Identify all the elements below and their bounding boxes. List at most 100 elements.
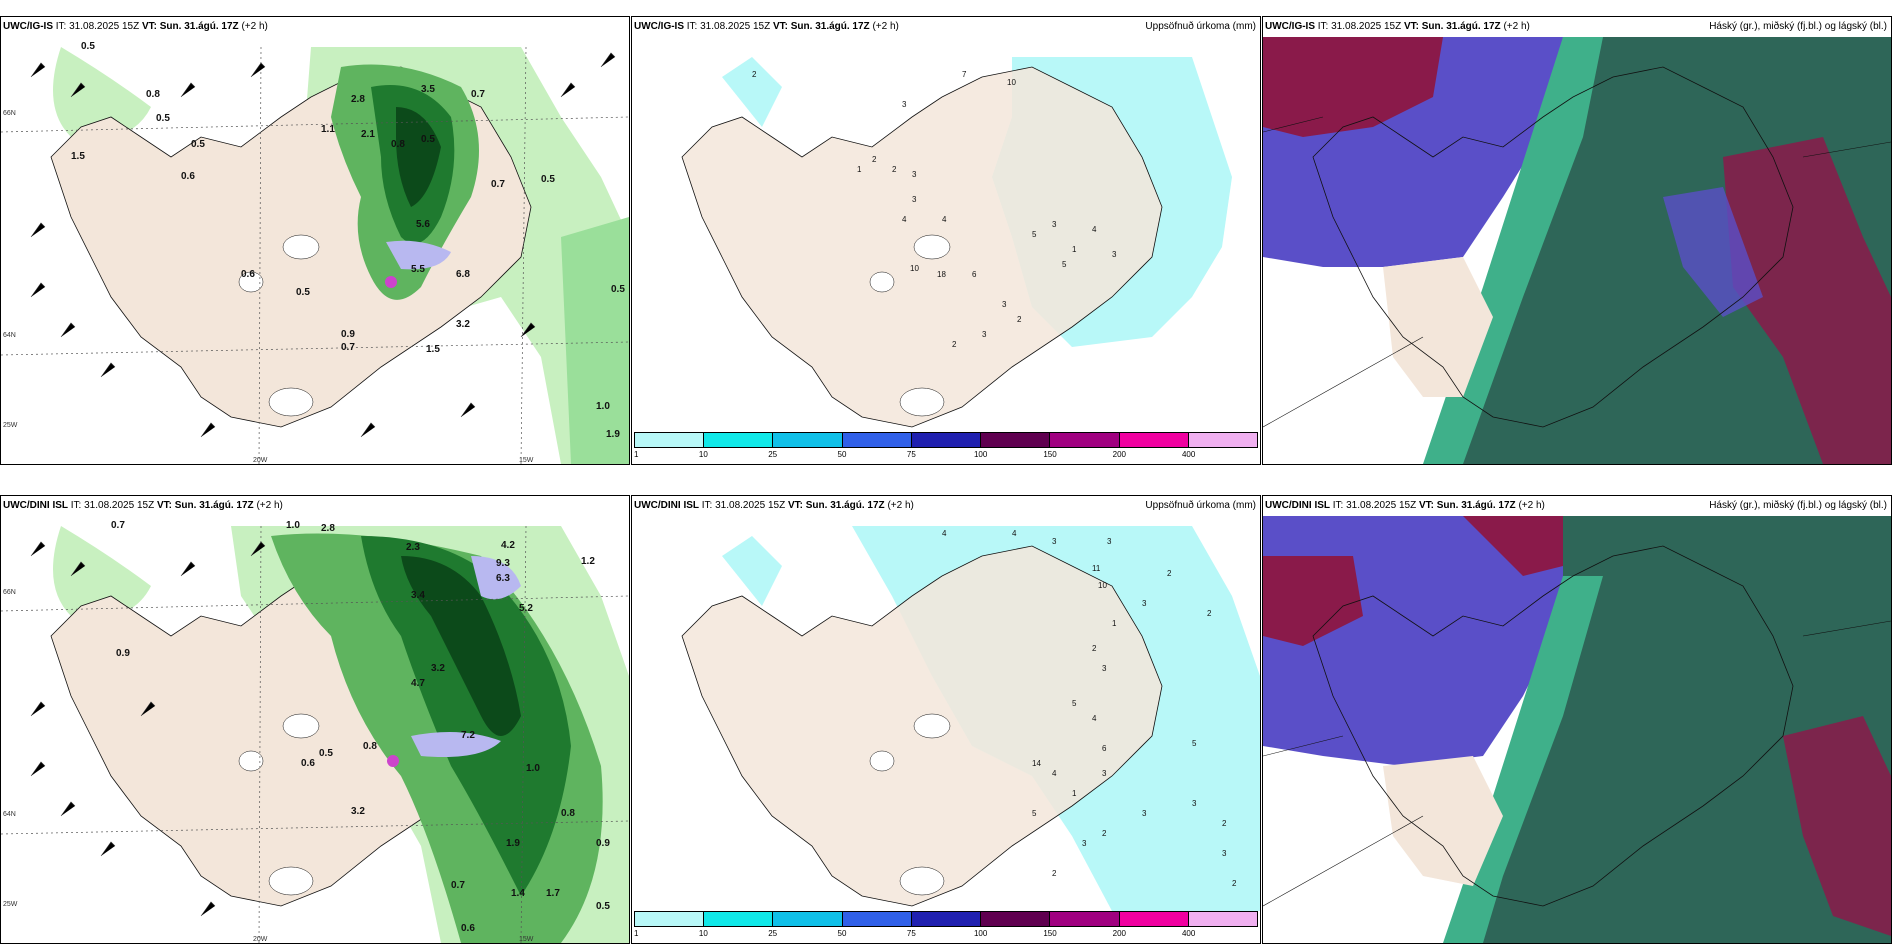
precip-area — [722, 57, 782, 127]
panel-title: UWC/DINI ISL IT: 31.08.2025 15Z VT: Sun.… — [1, 496, 629, 516]
map-value-label: 4 — [902, 215, 907, 224]
map-value-label: 3 — [1112, 250, 1117, 259]
wind-barbs — [30, 52, 616, 438]
map-value-label: 7.2 — [461, 730, 475, 741]
map-value-label: 1 — [857, 165, 862, 174]
boundary-line — [1263, 815, 1424, 907]
lat-label: 64N — [3, 811, 16, 818]
colorbar-tick-label: 400 — [1181, 929, 1196, 938]
accum-precip-map[interactable]: 4 4 3 3 11 10 3 2 2 1 2 3 5 4 6 3 1 4 5 2 3 3 2 3 2 5 14 3 2 — [632, 516, 1260, 911]
init-time: IT: 31.08.2025 15Z — [55, 21, 140, 32]
map-value-label: 3 — [1052, 537, 1057, 546]
map-value-label: 4 — [942, 215, 947, 224]
cloud-map[interactable] — [1263, 516, 1891, 943]
cloud-map[interactable] — [1263, 37, 1891, 464]
lon-label: 15W — [519, 457, 534, 464]
valid-time: Sun. 31.ágú. 17Z — [1421, 21, 1501, 32]
map-value-label: 6.8 — [456, 269, 470, 280]
panel-bottom-right: UWC/DINI ISL IT: 31.08.2025 15Z VT: Sun.… — [1262, 495, 1892, 944]
wind-barbs — [30, 541, 266, 917]
colorbar-tick-label: 150 — [1043, 929, 1057, 938]
panel-title: UWC/IG-IS IT: 31.08.2025 15Z VT: Sun. 31… — [1263, 17, 1891, 37]
lat-label: 66N — [3, 589, 16, 596]
map-value-label: 4.2 — [501, 540, 515, 551]
map-value-label: 1.9 — [506, 838, 520, 849]
colorbar-tick-label: 25 — [768, 450, 778, 459]
map-value-label: 3.2 — [351, 806, 365, 817]
colorbar-segment — [1050, 433, 1120, 447]
iceland-outline — [1312, 545, 1794, 907]
map-canvas — [1263, 516, 1891, 943]
panel-top-left: UWC/IG-IS IT: 31.08.2025 15Z VT: Sun. 31… — [0, 16, 630, 465]
map-value-label: 1.5 — [71, 151, 85, 162]
map-value-label: 2 — [1052, 869, 1057, 878]
map-value-label: 3.4 — [411, 590, 425, 601]
mid-cloud-area — [1663, 187, 1763, 317]
map-subtitle: Háský (gr.), miðský (fj.bl.) og lágský (… — [1709, 500, 1887, 511]
map-value-label: 0.6 — [181, 171, 195, 182]
valid-label: VT: — [141, 21, 157, 32]
map-value-label: 3 — [1107, 537, 1112, 546]
colorbar-segment — [1050, 912, 1120, 926]
map-value-label: 1.7 — [546, 888, 560, 899]
map-value-label: 1.1 — [321, 124, 335, 135]
init-time: IT: 31.08.2025 15Z — [70, 500, 155, 511]
panel-bottom-middle: UWC/DINI ISL IT: 31.08.2025 15Z VT: Sun.… — [631, 495, 1261, 944]
high-cloud-area — [1263, 37, 1443, 137]
colorbar-tick-label: 50 — [837, 450, 847, 459]
colorbar-segment — [1188, 912, 1257, 926]
model-name: UWC/DINI ISL — [634, 500, 699, 511]
colorbar-tick-label: 150 — [1043, 450, 1057, 459]
lat-label: 64N — [3, 332, 16, 339]
glacier — [238, 271, 264, 293]
map-value-label: 0.5 — [191, 139, 205, 150]
colorbar-segment — [773, 433, 843, 447]
panel-bottom-left: UWC/DINI ISL IT: 31.08.2025 15Z VT: Sun.… — [0, 495, 630, 944]
valid-label: VT: — [772, 21, 788, 32]
glacier — [282, 234, 320, 260]
accum-precip-map[interactable]: 2 3 7 10 1 2 2 3 3 4 4 5 3 1 10 18 6 3 2 3 2 5 4 3 — [632, 37, 1260, 432]
colorbar-tick-label: 200 — [1112, 450, 1127, 459]
lead-time: (+2 h) — [256, 500, 283, 511]
precip-area — [561, 217, 629, 464]
valid-label: VT: — [1403, 21, 1419, 32]
map-value-label: 3 — [912, 170, 917, 179]
precip-cell — [385, 276, 397, 288]
precip-area — [386, 240, 451, 270]
glacier — [268, 866, 314, 896]
precip-area — [53, 47, 151, 139]
precip-wind-map[interactable]: 66N 64N 25W 20W 15W 0.5 0.8 0.5 1.1 0.5 0.6 1.… — [1, 37, 629, 464]
map-value-label: 3 — [1142, 599, 1147, 608]
precip-wind-map[interactable]: 66N 64N 25W 20W 15W 0.7 1.0 2.8 2.3 4.2 9.3 6.… — [1, 516, 629, 943]
map-value-label: 0.6 — [461, 923, 475, 934]
map-value-label: 0.5 — [319, 748, 333, 759]
lead-time: (+2 h) — [872, 21, 899, 32]
colorbar-tick-label: 75 — [906, 450, 916, 459]
glacier — [899, 866, 945, 896]
boundary-line — [1263, 116, 1324, 133]
map-value-label: 10 — [1098, 581, 1107, 590]
lon-label: 20W — [253, 936, 268, 943]
colorbar-tick-label: 400 — [1181, 450, 1196, 459]
map-value-label: 2 — [1092, 644, 1097, 653]
colorbar-segment — [981, 912, 1051, 926]
lead-time: (+2 h) — [887, 500, 914, 511]
map-value-label: 1 — [1072, 789, 1077, 798]
colorbar-segment — [842, 433, 912, 447]
high-cloud-area — [1263, 556, 1363, 646]
map-value-label: 2.1 — [361, 129, 375, 140]
colorbar — [634, 432, 1258, 448]
colorbar-segment — [911, 433, 982, 447]
map-value-label: 0.9 — [116, 648, 130, 659]
map-value-label: 5 — [1032, 230, 1037, 239]
map-value-label: 0.8 — [561, 808, 575, 819]
map-value-label: 14 — [1032, 759, 1041, 768]
lon-label: 25W — [3, 901, 18, 908]
valid-time: Sun. 31.ágú. 17Z — [1436, 500, 1516, 511]
map-value-label: 2.8 — [351, 94, 365, 105]
colorbar-segment — [635, 912, 705, 926]
map-value-label: 1.4 — [511, 888, 525, 899]
map-value-label: 5.6 — [416, 219, 430, 230]
glacier — [899, 387, 945, 417]
